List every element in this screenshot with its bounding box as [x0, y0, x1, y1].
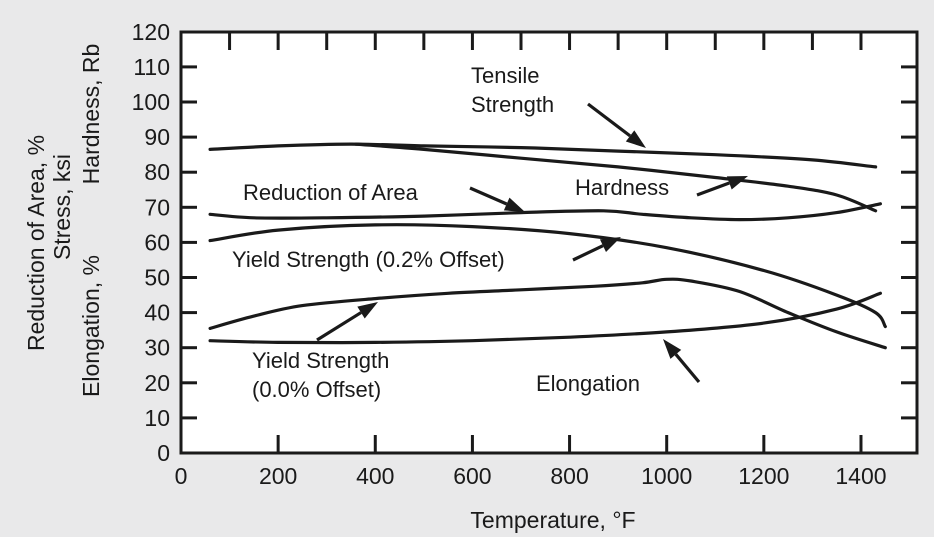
y-tick-label: 70	[144, 194, 170, 220]
annotation-line: Reduction of Area	[243, 180, 419, 205]
annotation-reduction-of-area: Reduction of Area	[243, 180, 419, 205]
arrow-shaft	[674, 353, 701, 384]
annotation-line: Yield Strength (0.2% Offset)	[232, 247, 505, 272]
x-tick-label: 600	[453, 463, 491, 489]
annotation-elongation: Elongation	[536, 371, 640, 396]
y-tick-label: 20	[144, 370, 170, 396]
annotation-line: Tensile	[471, 63, 539, 88]
annotation-hardness: Hardness	[575, 175, 669, 200]
arrow-shaft	[572, 244, 604, 262]
arrow-head	[625, 130, 646, 148]
plot-area	[179, 30, 919, 455]
right-axis-title: Hardness, Rb	[78, 44, 104, 185]
tick-marks	[181, 32, 917, 453]
x-tick-label: 400	[356, 463, 394, 489]
y-tick-label: 40	[144, 300, 170, 326]
x-tick-label: 0	[175, 463, 188, 489]
arrow-shaft	[469, 186, 508, 206]
arrow-shaft	[696, 181, 730, 197]
arrow-head	[663, 339, 682, 359]
annotation-line: Hardness	[575, 175, 669, 200]
y-axis-title-line-2: Stress, ksi	[49, 154, 75, 260]
series-curves	[208, 142, 887, 350]
x-tick-label: 800	[550, 463, 588, 489]
annotation-yield-strength-0-2-offset: Yield Strength (0.2% Offset)	[232, 247, 505, 272]
series-line-hardness	[354, 142, 878, 213]
series-line-elongation	[208, 291, 882, 345]
arrow-shaft	[587, 102, 632, 138]
annotation-yield-strength-0-0-offset: Yield Strength (0.0% Offset)	[252, 348, 389, 402]
annotation-line: (0.0% Offset)	[252, 377, 381, 402]
annotation-arrows	[316, 102, 748, 384]
y-axis-title-line-1: Reduction of Area, %	[23, 135, 49, 351]
x-tick-label: 1000	[641, 463, 692, 489]
series-line-yield-strength-0-2-offset	[208, 223, 887, 329]
y-axis-title-line-3: Elongation, %	[78, 255, 104, 397]
x-tick-label: 1200	[738, 463, 789, 489]
y-tick-label: 120	[132, 19, 170, 45]
curve-annotations: Tensile Strength Hardness Reduction of Area…	[232, 63, 669, 402]
arrow-head	[599, 237, 621, 252]
annotation-line: Elongation	[536, 371, 640, 396]
annotation-tensile-strength: Tensile Strength	[471, 63, 554, 117]
y-tick-label: 90	[144, 124, 170, 150]
series-line-yield-strength-0-0-offset	[208, 277, 887, 350]
y-tick-label: 100	[132, 89, 170, 115]
x-tick-label: 1400	[835, 463, 886, 489]
y-tick-label: 0	[157, 440, 170, 466]
arrow-head	[726, 176, 748, 190]
y-tick-label: 60	[144, 229, 170, 255]
y-tick-label: 80	[144, 159, 170, 185]
y-tick-label: 110	[133, 54, 170, 80]
x-tick-labels: 0 200 400 600 800 1000 1200 1400	[175, 463, 887, 489]
series-line-tensile-strength	[208, 142, 878, 169]
y-tick-labels: 0 10 20 30 40 50 60 70 80 90 100 110 120	[132, 19, 170, 466]
x-axis-title: Temperature, °F	[470, 507, 635, 533]
arrow-head	[357, 302, 378, 319]
arrow-head	[503, 197, 525, 212]
arrow-shaft	[316, 311, 362, 342]
x-tick-label: 200	[259, 463, 297, 489]
annotation-line: Strength	[471, 92, 554, 117]
y-tick-label: 50	[144, 265, 170, 291]
annotation-line: Yield Strength	[252, 348, 389, 373]
series-line-reduction-of-area	[208, 202, 882, 222]
y-tick-label: 30	[144, 335, 170, 361]
y-tick-label: 10	[144, 405, 170, 431]
